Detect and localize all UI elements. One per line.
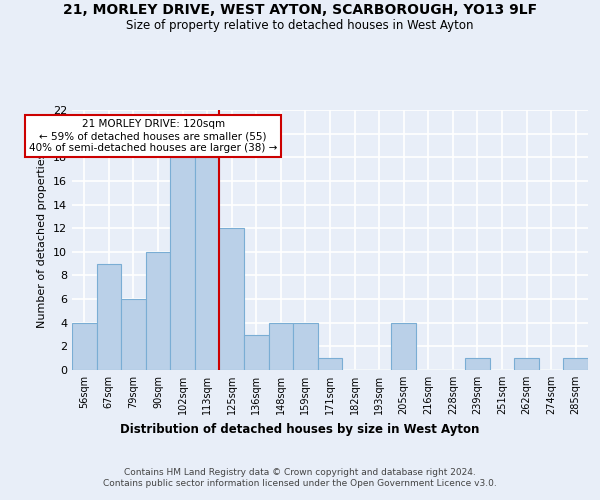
Y-axis label: Number of detached properties: Number of detached properties [37,152,47,328]
Bar [72,322,97,370]
Bar [269,322,293,370]
Bar [514,358,539,370]
Text: Distribution of detached houses by size in West Ayton: Distribution of detached houses by size … [121,422,479,436]
Bar [170,158,195,370]
Bar [220,228,244,370]
Bar [293,322,318,370]
Text: Contains HM Land Registry data © Crown copyright and database right 2024.
Contai: Contains HM Land Registry data © Crown c… [103,468,497,487]
Bar [465,358,490,370]
Text: 21 MORLEY DRIVE: 120sqm
← 59% of detached houses are smaller (55)
40% of semi-de: 21 MORLEY DRIVE: 120sqm ← 59% of detache… [29,120,277,152]
Bar [97,264,121,370]
Text: 21, MORLEY DRIVE, WEST AYTON, SCARBOROUGH, YO13 9LF: 21, MORLEY DRIVE, WEST AYTON, SCARBOROUG… [63,2,537,16]
Bar [391,322,416,370]
Bar [318,358,342,370]
Bar [563,358,588,370]
Bar [244,334,269,370]
Bar [121,299,146,370]
Text: Size of property relative to detached houses in West Ayton: Size of property relative to detached ho… [126,18,474,32]
Bar [195,158,220,370]
Bar [146,252,170,370]
